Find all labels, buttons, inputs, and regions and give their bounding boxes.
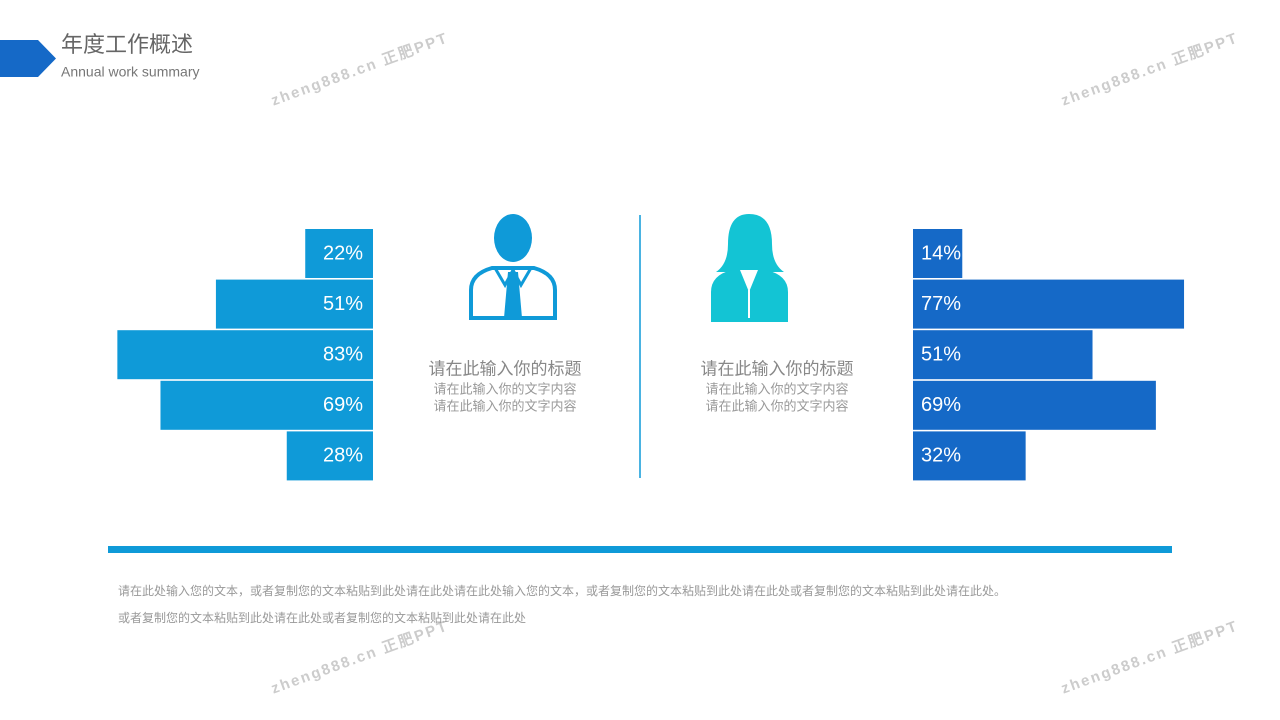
value-label: 77% [921,293,961,315]
value-label: 14% [921,242,961,264]
watermark: zheng888.cn 正肥PPT [1059,617,1241,697]
subtitle: Annual work summary [61,64,200,80]
bar [913,330,1093,380]
bar [286,431,373,481]
panel-title: 请在此输入你的标题 [429,359,582,378]
value-label: 28% [323,445,363,467]
header-arrow [0,40,56,77]
value-label: 69% [921,394,961,416]
bar [913,229,963,278]
footer-text: 请在此处输入您的文本，或者复制您的文本粘贴到此处请在此处请在此处输入您的文本，或… [118,583,1006,598]
panel-text: 请在此输入你的文字内容 [705,381,848,396]
separator [108,546,1172,553]
value-label: 51% [921,343,961,365]
bar [160,380,373,430]
watermark: zheng888.cn 正肥PPT [269,617,451,697]
footer-text: 或者复制您的文本粘贴到此处请在此处或者复制您的文本粘贴到此处请在此处 [118,610,526,625]
panel-text: 请在此输入你的文字内容 [705,398,848,413]
panel-text: 请在此输入你的文字内容 [433,381,576,396]
bar [913,380,1156,430]
bar [117,330,373,380]
bar [913,279,1185,329]
panel-text: 请在此输入你的文字内容 [433,398,576,413]
title: 年度工作概述 [61,32,193,57]
value-label: 69% [323,394,363,416]
value-label: 51% [323,293,363,315]
woman-icon [711,214,788,322]
watermark: zheng888.cn 正肥PPT [1059,29,1241,109]
value-label: 83% [323,343,363,365]
value-label: 32% [921,445,961,467]
bar [215,279,373,329]
bar [913,431,1026,481]
watermark: zheng888.cn 正肥PPT [269,29,451,109]
bar [305,229,373,278]
man-icon [469,214,557,320]
value-label: 22% [323,242,363,264]
panel-title: 请在此输入你的标题 [701,359,854,378]
